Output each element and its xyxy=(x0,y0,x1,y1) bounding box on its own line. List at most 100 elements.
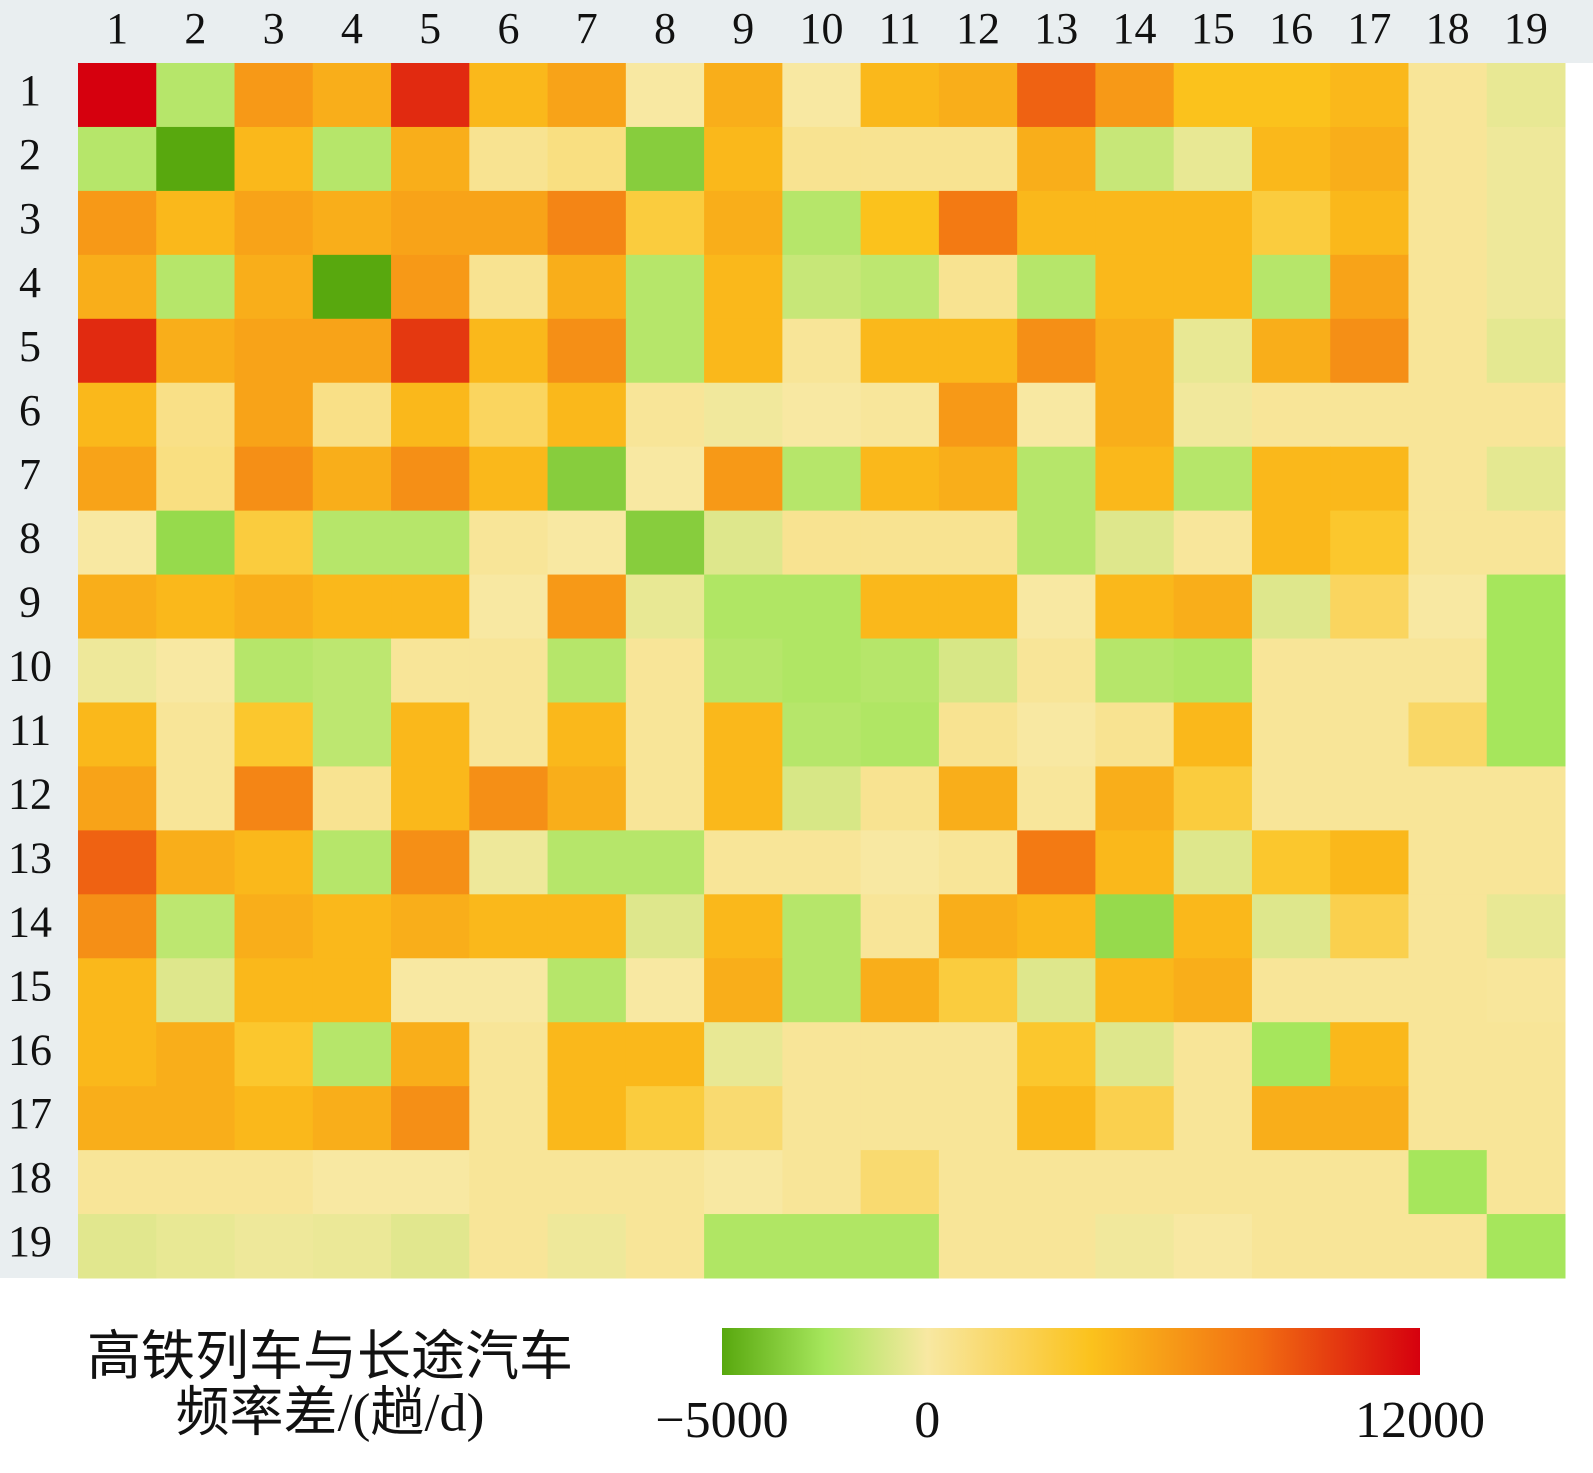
x-tick-label: 7 xyxy=(576,4,598,53)
heatmap-cell xyxy=(1173,702,1253,767)
heatmap-cell xyxy=(1486,1086,1566,1151)
heatmap-cell xyxy=(312,638,392,703)
heatmap-cell xyxy=(1330,254,1409,320)
heatmap-cell xyxy=(1173,446,1253,512)
heatmap-cell xyxy=(1486,63,1566,128)
heatmap-cell xyxy=(938,318,1018,384)
heatmap-cell xyxy=(1330,894,1409,959)
heatmap-cell xyxy=(938,63,1018,128)
heatmap-cell xyxy=(391,1150,470,1215)
heatmap-cell xyxy=(156,254,236,320)
heatmap-cell xyxy=(704,382,783,448)
heatmap-cell xyxy=(156,830,236,895)
heatmap-cell xyxy=(1251,1086,1331,1151)
heatmap-cell xyxy=(1251,1214,1331,1279)
heatmap-cell xyxy=(156,318,236,384)
heatmap-cell xyxy=(391,638,470,703)
heatmap-cell xyxy=(469,1150,549,1215)
heatmap-cell xyxy=(1486,318,1566,384)
heatmap-cell xyxy=(860,830,940,895)
heatmap-cell xyxy=(1330,510,1409,576)
heatmap-cell xyxy=(391,1214,470,1279)
heatmap-cell xyxy=(78,254,157,320)
heatmap-cell xyxy=(1173,510,1253,576)
heatmap-cell xyxy=(704,190,783,256)
heatmap-cell xyxy=(312,510,392,576)
heatmap-cell xyxy=(312,574,392,640)
heatmap-cell xyxy=(234,1086,314,1151)
heatmap-cell xyxy=(1251,1150,1331,1215)
heatmap-cell xyxy=(1330,382,1409,448)
heatmap-cell xyxy=(156,1022,236,1087)
heatmap-cell xyxy=(1095,574,1175,640)
heatmap-cell xyxy=(625,1086,705,1151)
heatmap-cell xyxy=(1251,702,1331,767)
heatmap-cell xyxy=(312,958,392,1023)
heatmap-cell xyxy=(938,254,1018,320)
heatmap-cell xyxy=(938,958,1018,1023)
heatmap-cell xyxy=(1408,574,1488,640)
colorbar-tick-label: 0 xyxy=(914,1392,940,1449)
heatmap-cell xyxy=(860,958,940,1023)
heatmap-cell xyxy=(1330,702,1409,767)
heatmap-cell xyxy=(234,894,314,959)
heatmap-cell xyxy=(469,63,549,128)
y-tick-label: 15 xyxy=(8,961,52,1010)
y-tick-label: 1 xyxy=(19,66,41,115)
x-tick-label: 5 xyxy=(419,4,441,53)
heatmap-cell xyxy=(391,63,470,128)
heatmap-cell xyxy=(704,1150,783,1215)
heatmap-cell xyxy=(78,702,157,767)
heatmap-cell xyxy=(625,63,705,128)
heatmap-cell xyxy=(234,638,314,703)
heatmap-cell xyxy=(1486,958,1566,1023)
heatmap-cell xyxy=(625,958,705,1023)
x-tick-label: 4 xyxy=(341,4,363,53)
heatmap-cell xyxy=(1251,63,1331,128)
x-tick-label: 2 xyxy=(184,4,206,53)
heatmap-cell xyxy=(469,830,549,895)
heatmap-cell xyxy=(1017,1214,1096,1279)
heatmap-cell xyxy=(234,446,314,512)
heatmap-cell xyxy=(547,318,627,384)
y-tick-label: 16 xyxy=(8,1025,52,1074)
y-tick-label: 13 xyxy=(8,833,52,882)
heatmap-cell xyxy=(78,1086,157,1151)
heatmap-cell xyxy=(938,126,1018,192)
heatmap-cell xyxy=(860,382,940,448)
x-tick-label: 15 xyxy=(1191,4,1235,53)
heatmap-cell xyxy=(938,382,1018,448)
y-tick-label: 19 xyxy=(8,1217,52,1266)
heatmap-cell xyxy=(704,1022,783,1087)
heatmap-cell xyxy=(625,254,705,320)
heatmap-cell xyxy=(1173,574,1253,640)
heatmap-cell xyxy=(782,766,862,831)
y-tick-label: 9 xyxy=(19,578,41,627)
heatmap-cell xyxy=(78,830,157,895)
heatmap-cell xyxy=(938,1150,1018,1215)
heatmap-cell xyxy=(782,1086,862,1151)
heatmap-cell xyxy=(78,638,157,703)
heatmap-cell xyxy=(938,510,1018,576)
heatmap-cell xyxy=(860,254,940,320)
heatmap-cell xyxy=(1017,254,1096,320)
heatmap-cell xyxy=(312,830,392,895)
heatmap-cell xyxy=(156,63,236,128)
heatmap-cell xyxy=(312,446,392,512)
heatmap-cell xyxy=(1095,702,1175,767)
heatmap-cell xyxy=(547,766,627,831)
heatmap-cell xyxy=(938,766,1018,831)
heatmap-cell xyxy=(860,574,940,640)
heatmap-cell xyxy=(704,574,783,640)
heatmap-cell xyxy=(1251,126,1331,192)
heatmap-cell xyxy=(234,510,314,576)
heatmap-cell xyxy=(1095,1086,1175,1151)
heatmap-cell xyxy=(1408,638,1488,703)
heatmap-cell xyxy=(78,958,157,1023)
x-tick-label: 19 xyxy=(1504,4,1548,53)
heatmap-cell xyxy=(782,126,862,192)
heatmap-cell xyxy=(1095,190,1175,256)
heatmap-cell xyxy=(860,702,940,767)
heatmap-cell xyxy=(1173,894,1253,959)
heatmap-cell xyxy=(391,702,470,767)
